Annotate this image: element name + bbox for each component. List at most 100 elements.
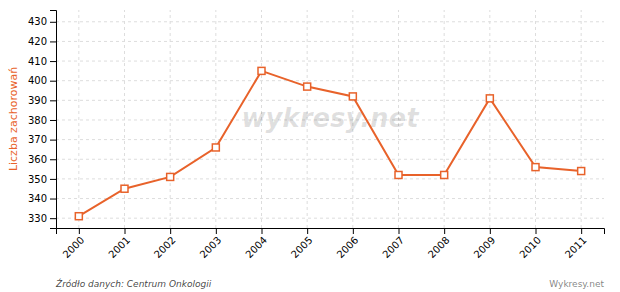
x-tick: 2011: [563, 228, 589, 260]
marker: [441, 171, 448, 178]
x-axis: 2000 2001 2002 2003 2004 2005 2006 2007 2008 2009…: [57, 228, 605, 260]
tick-mark: [50, 41, 56, 42]
tick-mark: [50, 218, 56, 219]
tick-mark: [50, 199, 56, 200]
grid-line: [56, 178, 604, 179]
line: [79, 71, 581, 216]
x-tick: 2005: [289, 228, 315, 260]
tick-mark: [79, 228, 80, 234]
tick-mark: [399, 228, 400, 234]
x-tick: 2001: [106, 228, 132, 260]
tick-mark: [50, 22, 56, 23]
y-tick: 330: [28, 213, 56, 224]
tick-mark: [490, 228, 491, 234]
tick-label: 350: [28, 174, 47, 185]
marker: [532, 164, 539, 171]
grid-line: [56, 139, 604, 140]
tick-label: 2008: [426, 234, 452, 260]
x-tick: 2010: [517, 228, 543, 260]
tick-label: 360: [28, 154, 47, 165]
marker: [167, 173, 174, 180]
grid-line: [215, 10, 216, 228]
tick-label: 390: [28, 95, 47, 106]
tick-mark: [125, 228, 126, 234]
x-tick: 2000: [61, 228, 87, 260]
y-tick: 380: [28, 115, 56, 126]
y-tick: 420: [28, 36, 56, 47]
grid-line: [56, 159, 604, 160]
source-text: Źródło danych: Centrum Onkologii: [55, 278, 212, 289]
grid-line: [581, 10, 582, 228]
credit-text: Wykresy.net: [549, 279, 604, 289]
tick-mark: [50, 159, 56, 160]
marker: [395, 171, 402, 178]
y-tick: 390: [28, 95, 56, 106]
x-tick: 2006: [335, 228, 361, 260]
x-tick: 2007: [380, 228, 406, 260]
y-tick: 430: [28, 16, 56, 27]
marker: [212, 144, 219, 151]
grid-line: [78, 10, 79, 228]
y-tick: 410: [28, 56, 56, 67]
tick-label: 2000: [61, 234, 87, 260]
tick-mark: [444, 228, 445, 234]
tick-mark: [50, 81, 56, 82]
tick-label: 370: [28, 134, 47, 145]
tick-mark: [50, 61, 56, 62]
grid-line: [535, 10, 536, 228]
tick-mark: [262, 228, 263, 234]
x-tick: 2002: [152, 228, 178, 260]
y-axis: 330 340 350 360 370 380 390 400 410 420 430: [28, 11, 57, 229]
grid-line: [56, 100, 604, 101]
tick-label: 2011: [563, 234, 589, 260]
grid-line: [56, 61, 604, 62]
axis-line: [57, 229, 605, 235]
tick-label: 410: [28, 56, 47, 67]
tick-mark: [307, 228, 308, 234]
tick-label: 2006: [335, 234, 361, 260]
y-tick: 400: [28, 75, 56, 86]
y-axis-title: Liczba zachorowań: [7, 67, 20, 171]
tick-mark: [170, 228, 171, 234]
y-tick: 340: [28, 193, 56, 204]
marker: [349, 93, 356, 100]
tick-label: 2005: [289, 234, 315, 260]
tick-mark: [50, 140, 56, 141]
x-tick: 2008: [426, 228, 452, 260]
marker: [258, 67, 265, 74]
tick-label: 2004: [243, 234, 269, 260]
axis-line: [50, 11, 57, 229]
grid-line: [56, 41, 604, 42]
marker: [486, 95, 493, 102]
tick-label: 2009: [472, 234, 498, 260]
y-tick: 370: [28, 134, 56, 145]
tick-label: 2007: [380, 234, 406, 260]
tick-label: 420: [28, 36, 47, 47]
grid: [56, 10, 604, 228]
tick-mark: [50, 120, 56, 121]
tick-mark: [216, 228, 217, 234]
marker: [578, 168, 585, 175]
grid-line: [56, 218, 604, 219]
grid-line: [56, 198, 604, 199]
grid-line: [124, 10, 125, 228]
tick-mark: [50, 100, 56, 101]
tick-label: 330: [28, 213, 47, 224]
tick-mark: [581, 228, 582, 234]
grid-line: [170, 10, 171, 228]
marker: [121, 185, 128, 192]
grid-line: [489, 10, 490, 228]
grid-line: [56, 21, 604, 22]
tick-label: 430: [28, 16, 47, 27]
x-tick: 2004: [243, 228, 269, 260]
tick-mark: [536, 228, 537, 234]
tick-label: 400: [28, 75, 47, 86]
y-tick: 360: [28, 154, 56, 165]
grid-line: [56, 80, 604, 81]
chart: wykresy.net20002001200220032004200520062…: [0, 0, 620, 292]
tick-label: 2003: [198, 234, 224, 260]
x-tick: 2009: [472, 228, 498, 260]
y-tick: 350: [28, 174, 56, 185]
x-tick: 2003: [198, 228, 224, 260]
plot-area: [75, 67, 584, 219]
